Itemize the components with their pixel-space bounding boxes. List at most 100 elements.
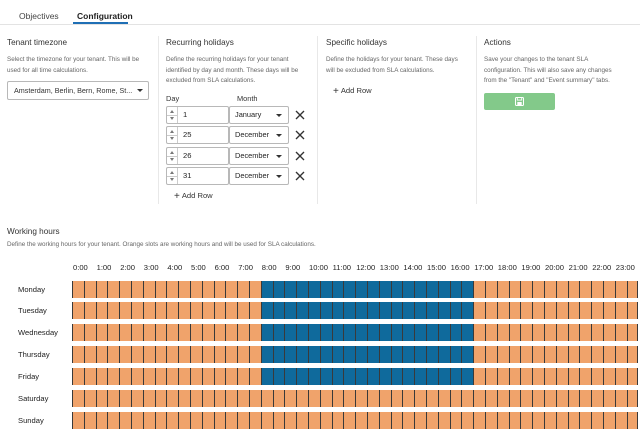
time-slot[interactable] — [508, 324, 521, 341]
recurring-add-row-button[interactable]: + Add Row — [174, 191, 213, 202]
time-slot[interactable] — [331, 412, 344, 429]
time-slot[interactable] — [567, 368, 580, 385]
time-slot[interactable] — [107, 281, 120, 298]
time-slot[interactable] — [603, 390, 615, 407]
time-slot[interactable] — [201, 368, 214, 385]
time-slot[interactable] — [449, 281, 462, 298]
time-slot[interactable] — [355, 302, 367, 319]
time-slot[interactable] — [603, 346, 615, 363]
time-slot[interactable] — [461, 281, 474, 298]
time-slot[interactable] — [166, 368, 179, 385]
time-slot[interactable] — [544, 368, 556, 385]
time-slot[interactable] — [555, 281, 568, 298]
time-slot[interactable] — [166, 302, 179, 319]
time-slot[interactable] — [355, 281, 367, 298]
time-slot[interactable] — [437, 346, 450, 363]
time-slot[interactable] — [355, 346, 367, 363]
holiday-month-select[interactable]: December — [229, 167, 289, 185]
time-slot[interactable] — [178, 390, 190, 407]
caret-down-icon[interactable] — [170, 158, 174, 161]
time-slot[interactable] — [614, 302, 627, 319]
time-slot[interactable] — [249, 281, 261, 298]
time-slot[interactable] — [308, 368, 320, 385]
time-slot[interactable] — [626, 368, 639, 385]
time-slot[interactable] — [496, 346, 509, 363]
time-slot[interactable] — [591, 281, 603, 298]
time-slot[interactable] — [249, 412, 261, 429]
time-slot[interactable] — [272, 412, 285, 429]
time-slot[interactable] — [485, 390, 497, 407]
time-slot[interactable] — [131, 324, 143, 341]
time-slot[interactable] — [201, 281, 214, 298]
time-slot[interactable] — [319, 412, 332, 429]
time-slot[interactable] — [225, 302, 238, 319]
time-slot[interactable] — [154, 346, 167, 363]
stepper-arrows[interactable] — [167, 168, 178, 184]
time-slot[interactable] — [402, 368, 415, 385]
time-slot[interactable] — [591, 302, 603, 319]
time-slot[interactable] — [154, 302, 167, 319]
time-slot[interactable] — [508, 302, 521, 319]
remove-row-button[interactable] — [294, 129, 306, 141]
time-slot[interactable] — [190, 281, 202, 298]
tab-configuration[interactable]: Configuration — [77, 11, 133, 21]
time-slot[interactable] — [237, 302, 249, 319]
time-slot[interactable] — [579, 346, 592, 363]
time-slot[interactable] — [626, 324, 639, 341]
time-slot[interactable] — [190, 390, 202, 407]
time-slot[interactable] — [319, 346, 332, 363]
time-slot[interactable] — [355, 390, 367, 407]
time-slot[interactable] — [166, 346, 179, 363]
holiday-month-select[interactable]: January — [229, 106, 289, 124]
time-slot[interactable] — [426, 324, 438, 341]
time-slot[interactable] — [473, 346, 485, 363]
time-slot[interactable] — [178, 412, 190, 429]
time-slot[interactable] — [520, 302, 533, 319]
time-slot[interactable] — [461, 302, 474, 319]
time-slot[interactable] — [225, 390, 238, 407]
time-slot[interactable] — [154, 368, 167, 385]
time-slot[interactable] — [426, 346, 438, 363]
time-slot[interactable] — [296, 324, 308, 341]
time-slot[interactable] — [496, 302, 509, 319]
time-slot[interactable] — [331, 302, 344, 319]
time-slot[interactable] — [579, 390, 592, 407]
time-slot[interactable] — [95, 281, 108, 298]
time-slot[interactable] — [272, 302, 285, 319]
time-slot[interactable] — [508, 346, 521, 363]
time-slot[interactable] — [131, 412, 143, 429]
time-slot[interactable] — [343, 412, 356, 429]
time-slot[interactable] — [626, 346, 639, 363]
time-slot[interactable] — [249, 324, 261, 341]
time-slot[interactable] — [72, 302, 84, 319]
time-slot[interactable] — [626, 302, 639, 319]
time-slot[interactable] — [544, 412, 556, 429]
time-slot[interactable] — [378, 346, 391, 363]
time-slot[interactable] — [237, 390, 249, 407]
time-slot[interactable] — [119, 412, 131, 429]
time-slot[interactable] — [544, 346, 556, 363]
time-slot[interactable] — [473, 412, 485, 429]
time-slot[interactable] — [402, 324, 415, 341]
time-slot[interactable] — [378, 390, 391, 407]
time-slot[interactable] — [166, 324, 179, 341]
time-slot[interactable] — [437, 324, 450, 341]
time-slot[interactable] — [296, 412, 308, 429]
stepper-arrows[interactable] — [167, 148, 178, 164]
time-slot[interactable] — [579, 368, 592, 385]
time-slot[interactable] — [426, 368, 438, 385]
time-slot[interactable] — [154, 390, 167, 407]
time-slot[interactable] — [449, 368, 462, 385]
time-slot[interactable] — [591, 412, 603, 429]
time-slot[interactable] — [190, 412, 202, 429]
time-slot[interactable] — [378, 302, 391, 319]
tab-objectives[interactable]: Objectives — [19, 11, 59, 21]
time-slot[interactable] — [544, 324, 556, 341]
time-slot[interactable] — [603, 302, 615, 319]
time-slot[interactable] — [331, 324, 344, 341]
time-slot[interactable] — [579, 302, 592, 319]
time-slot[interactable] — [532, 324, 544, 341]
time-slot[interactable] — [485, 412, 497, 429]
time-slot[interactable] — [414, 346, 426, 363]
save-button[interactable] — [484, 93, 555, 110]
